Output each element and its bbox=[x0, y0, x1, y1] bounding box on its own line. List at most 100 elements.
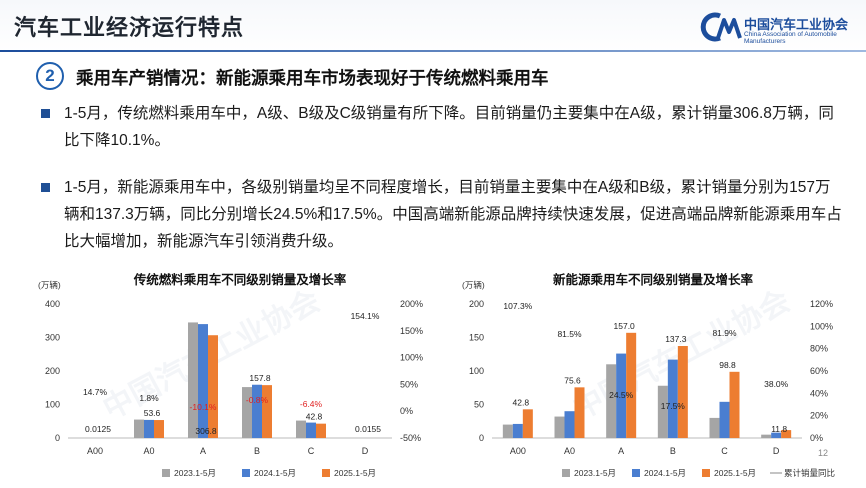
y-tick-label: 0 bbox=[479, 433, 484, 443]
bar-D-0 bbox=[761, 434, 772, 438]
bar-B-0 bbox=[657, 385, 668, 438]
y-tick-label: 400 bbox=[45, 299, 60, 309]
y2-tick-label: 80% bbox=[810, 344, 828, 354]
bar-A-1 bbox=[198, 324, 208, 438]
bar-A-1 bbox=[616, 353, 627, 438]
bar-A0-0 bbox=[134, 419, 144, 438]
legend-swatch bbox=[632, 469, 640, 477]
bullet-text: 1-5月，新能源乘用车中，各级别销量均呈不同程度增长，目前销量主要集中在A级和B… bbox=[64, 179, 842, 250]
legend-label: 2024.1-5月 bbox=[254, 468, 296, 478]
growth-label: 38.0% bbox=[764, 379, 789, 389]
bar-A00-1 bbox=[512, 423, 523, 438]
caam-logo-icon bbox=[700, 12, 742, 42]
bar-B-2 bbox=[262, 385, 272, 438]
section-title: 乘用车产销情况：新能源乘用车市场表现好于传统燃料乘用车 bbox=[76, 68, 549, 88]
x-tick-label: D bbox=[362, 446, 369, 456]
legend-label: 2024.1-5月 bbox=[644, 468, 686, 478]
bar-A00-0 bbox=[502, 424, 513, 438]
value-label: 0.0155 bbox=[355, 424, 381, 434]
bullet-square-icon bbox=[41, 109, 50, 118]
value-label: 157.8 bbox=[249, 373, 271, 383]
growth-label: -6.4% bbox=[300, 399, 323, 409]
bar-A0-2 bbox=[154, 420, 164, 438]
y-axis-unit: (万辆) bbox=[38, 280, 61, 290]
value-label: 42.8 bbox=[513, 397, 530, 407]
y-tick-label: 200 bbox=[469, 299, 484, 309]
page-title: 汽车工业经济运行特点 bbox=[14, 15, 245, 40]
legend-label: 累计销量同比 bbox=[784, 468, 835, 478]
bullet-item: 1-5月，新能源乘用车中，各级别销量均呈不同程度增长，目前销量主要集中在A级和B… bbox=[41, 174, 842, 255]
section-number: 2 bbox=[36, 62, 64, 90]
y-tick-label: 100 bbox=[45, 400, 60, 410]
growth-label: 107.3% bbox=[503, 301, 532, 311]
bar-C-0 bbox=[709, 417, 720, 438]
x-tick-label: A00 bbox=[510, 446, 526, 456]
bar-C-2 bbox=[729, 371, 740, 438]
traditional-fuel-chart: 传统燃料乘用车不同级别销量及增长率 (万辆) 0 100 200 300 400 -50% 0%… bbox=[38, 272, 423, 478]
bar-C-2 bbox=[316, 423, 326, 438]
value-label: 42.8 bbox=[306, 412, 323, 422]
bar-C-1 bbox=[306, 422, 316, 438]
bar-A-0 bbox=[188, 322, 198, 438]
bar-A-0 bbox=[606, 364, 617, 438]
growth-label: 14.7% bbox=[83, 387, 108, 397]
growth-label: 81.9% bbox=[712, 328, 737, 338]
x-tick-label: A00 bbox=[87, 446, 103, 456]
bullet-item: 1-5月，传统燃料乘用车中，A级、B级及C级销量有所下降。目前销量仍主要集中在A… bbox=[41, 100, 842, 154]
y2-tick-label: 100% bbox=[810, 321, 833, 331]
y2-tick-label: 0% bbox=[400, 406, 413, 416]
y2-tick-label: 40% bbox=[810, 388, 828, 398]
x-tick-label: A0 bbox=[564, 446, 575, 456]
x-tick-label: A bbox=[200, 446, 206, 456]
legend-label: 2025.1-5月 bbox=[714, 468, 756, 478]
x-tick-label: A0 bbox=[143, 446, 154, 456]
y-tick-label: 0 bbox=[55, 433, 60, 443]
growth-label: 17.5% bbox=[661, 401, 686, 411]
legend-label: 2025.1-5月 bbox=[334, 468, 376, 478]
value-label: 75.6 bbox=[564, 375, 581, 385]
legend-swatch bbox=[242, 469, 250, 477]
x-tick-label: C bbox=[721, 446, 728, 456]
bullet-text: 1-5月，传统燃料乘用车中，A级、B级及C级销量有所下降。目前销量仍主要集中在A… bbox=[64, 105, 834, 149]
bar-C-1 bbox=[719, 401, 730, 438]
logo-chinese-name: 中国汽车工业协会 bbox=[744, 17, 849, 32]
bar-B-0 bbox=[242, 387, 252, 438]
bar-A0-1 bbox=[144, 419, 154, 438]
bar-A0-1 bbox=[564, 411, 575, 438]
growth-label: 24.5% bbox=[609, 390, 634, 400]
value-label: 0.0125 bbox=[85, 424, 111, 434]
logo-english-name: China Association of Automobile Manufact… bbox=[744, 31, 837, 45]
bullet-square-icon bbox=[41, 183, 50, 192]
bar-D-2 bbox=[781, 430, 792, 438]
value-label: 137.3 bbox=[665, 334, 687, 344]
bar-A-2 bbox=[626, 332, 637, 438]
chart-title: 新能源乘用车不同级别销量及增长率 bbox=[553, 272, 754, 287]
y-axis-unit: (万辆) bbox=[462, 280, 485, 290]
y-tick-label: 300 bbox=[45, 333, 60, 343]
growth-label: 154.1% bbox=[351, 311, 380, 321]
y2-tick-label: 60% bbox=[810, 366, 828, 376]
value-label: 11.8 bbox=[771, 424, 787, 434]
page-number: 12 bbox=[818, 448, 829, 458]
value-label: 306.8 bbox=[195, 426, 217, 436]
y-tick-label: 200 bbox=[45, 366, 60, 376]
y2-tick-label: 200% bbox=[400, 299, 423, 309]
y2-tick-label: 50% bbox=[400, 379, 418, 389]
value-label: 98.8 bbox=[719, 360, 736, 370]
y2-tick-label: 0% bbox=[810, 433, 823, 443]
bar-A0-2 bbox=[574, 387, 585, 438]
x-tick-label: B bbox=[254, 446, 260, 456]
chart-title: 传统燃料乘用车不同级别销量及增长率 bbox=[133, 272, 347, 287]
y-tick-label: 150 bbox=[469, 333, 484, 343]
y-tick-label: 50 bbox=[474, 400, 484, 410]
new-energy-chart: 新能源乘用车不同级别销量及增长率 (万辆) 0 50 100 150 200 0% 20% 40%… bbox=[462, 272, 835, 478]
legend-swatch bbox=[702, 469, 710, 477]
y2-tick-label: -50% bbox=[400, 433, 421, 443]
legend-label: 2023.1-5月 bbox=[574, 468, 616, 478]
y2-tick-label: 100% bbox=[400, 353, 423, 363]
bar-C-0 bbox=[296, 420, 306, 438]
bar-A-2 bbox=[208, 335, 218, 438]
caam-logo: 中国汽车工业协会 China Association of Automobile… bbox=[698, 12, 858, 45]
y-tick-label: 100 bbox=[469, 366, 484, 376]
y2-tick-label: 20% bbox=[810, 411, 828, 421]
